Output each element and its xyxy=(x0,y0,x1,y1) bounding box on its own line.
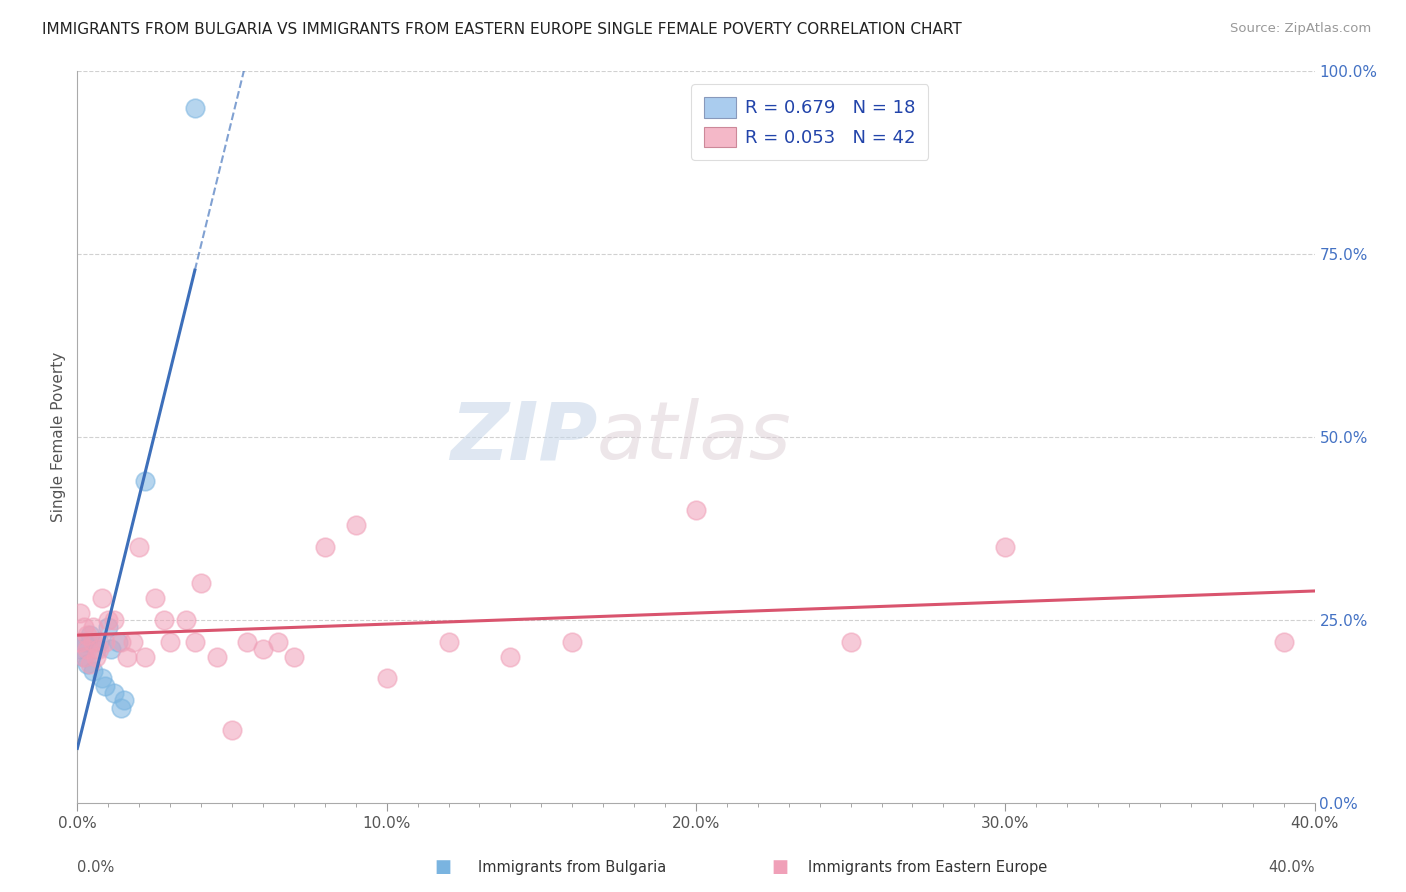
Text: ZIP: ZIP xyxy=(450,398,598,476)
Point xyxy=(122,635,145,649)
Point xyxy=(375,672,398,686)
Point xyxy=(236,635,259,649)
Text: 0.0%: 0.0% xyxy=(77,860,114,874)
Point xyxy=(184,635,207,649)
Point xyxy=(134,474,156,488)
Point xyxy=(221,723,243,737)
Point xyxy=(994,540,1017,554)
Point xyxy=(82,664,104,678)
Point xyxy=(82,635,104,649)
Text: 40.0%: 40.0% xyxy=(1268,860,1315,874)
Point xyxy=(252,642,274,657)
Point xyxy=(100,642,122,657)
Point xyxy=(112,693,135,707)
Point xyxy=(79,657,101,671)
Point xyxy=(94,679,117,693)
Point xyxy=(87,635,110,649)
Point xyxy=(344,517,367,532)
Point xyxy=(84,642,107,657)
Text: Immigrants from Eastern Europe: Immigrants from Eastern Europe xyxy=(808,860,1047,874)
Point xyxy=(72,635,94,649)
Point xyxy=(437,635,460,649)
Point xyxy=(561,635,583,649)
Point xyxy=(87,642,110,657)
Point xyxy=(72,649,94,664)
Point xyxy=(153,613,176,627)
Point xyxy=(143,591,166,605)
Point xyxy=(128,540,150,554)
Point xyxy=(72,620,94,634)
Point xyxy=(84,649,107,664)
Point xyxy=(79,627,101,641)
Y-axis label: Single Female Poverty: Single Female Poverty xyxy=(51,352,66,522)
Point xyxy=(76,627,98,641)
Point xyxy=(103,613,125,627)
Point xyxy=(190,576,212,591)
Point xyxy=(69,635,91,649)
Point xyxy=(499,649,522,664)
Legend: R = 0.679   N = 18, R = 0.053   N = 42: R = 0.679 N = 18, R = 0.053 N = 42 xyxy=(690,84,928,160)
Point xyxy=(1272,635,1295,649)
Point xyxy=(107,635,129,649)
Point xyxy=(115,649,138,664)
Text: Source: ZipAtlas.com: Source: ZipAtlas.com xyxy=(1230,22,1371,36)
Text: ■: ■ xyxy=(434,858,451,876)
Point xyxy=(839,635,862,649)
Point xyxy=(205,649,228,664)
Text: ■: ■ xyxy=(772,858,789,876)
Point xyxy=(97,613,120,627)
Point xyxy=(94,635,117,649)
Point xyxy=(110,700,132,714)
Point xyxy=(110,635,132,649)
Point xyxy=(91,672,114,686)
Point xyxy=(159,635,181,649)
Point xyxy=(69,606,91,620)
Point xyxy=(314,540,336,554)
Point xyxy=(82,620,104,634)
Point xyxy=(72,649,94,664)
Point xyxy=(69,642,91,657)
Point xyxy=(174,613,197,627)
Text: atlas: atlas xyxy=(598,398,792,476)
Point xyxy=(91,591,114,605)
Point xyxy=(76,642,98,657)
Point xyxy=(103,686,125,700)
Point xyxy=(184,101,207,115)
Point xyxy=(267,635,290,649)
Text: Immigrants from Bulgaria: Immigrants from Bulgaria xyxy=(478,860,666,874)
Point xyxy=(76,657,98,671)
Text: IMMIGRANTS FROM BULGARIA VS IMMIGRANTS FROM EASTERN EUROPE SINGLE FEMALE POVERTY: IMMIGRANTS FROM BULGARIA VS IMMIGRANTS F… xyxy=(42,22,962,37)
Point xyxy=(134,649,156,664)
Point xyxy=(97,620,120,634)
Point xyxy=(283,649,305,664)
Point xyxy=(685,503,707,517)
